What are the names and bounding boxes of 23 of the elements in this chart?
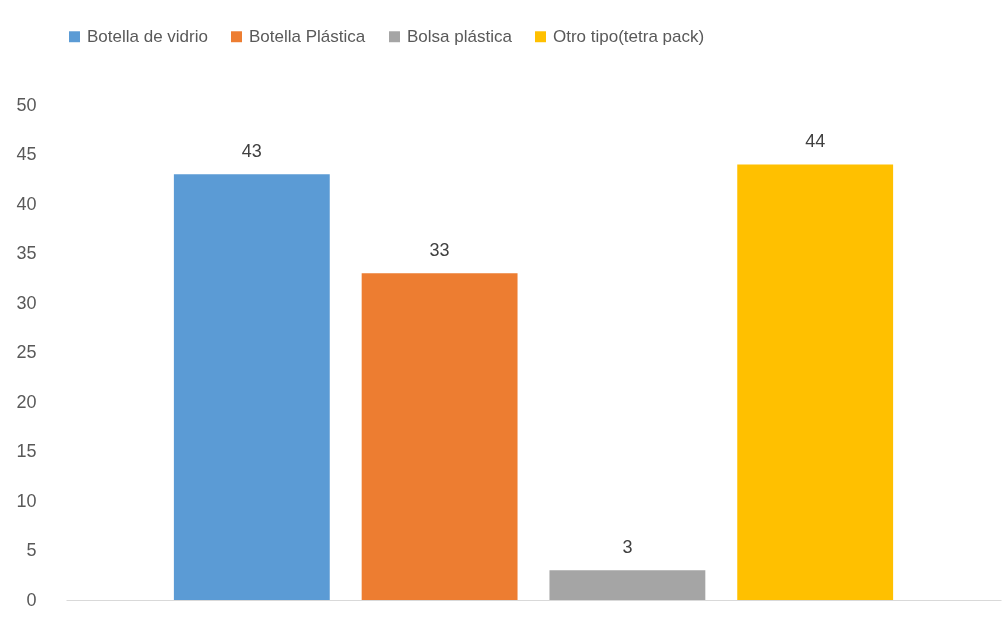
bar (361, 273, 518, 600)
y-tick-label: 45 (16, 144, 37, 164)
data-label: 3 (622, 537, 633, 558)
legend-label: Botella Plástica (249, 26, 366, 46)
y-tick-label: 0 (26, 589, 37, 610)
bar (549, 570, 706, 600)
y-tick-label: 20 (16, 391, 37, 412)
data-label: 43 (241, 141, 262, 162)
data-label: 33 (429, 240, 450, 261)
y-tick-label: 30 (16, 292, 37, 313)
y-tick-label: 15 (16, 441, 37, 461)
y-tick-label: 25 (16, 342, 37, 362)
data-label: 44 (805, 131, 826, 152)
legend-label: Otro tipo(tetra pack) (553, 26, 705, 46)
y-tick-label: 10 (16, 490, 37, 511)
y-tick-label: 35 (16, 243, 37, 263)
y-tick-label: 5 (26, 540, 37, 560)
bar (737, 164, 894, 600)
y-tick-label: 40 (16, 193, 37, 214)
legend-label: Bolsa plástica (407, 26, 513, 46)
y-tick-label: 50 (16, 94, 37, 115)
bar (173, 174, 330, 600)
legend-label: Botella de vidrio (87, 26, 208, 46)
